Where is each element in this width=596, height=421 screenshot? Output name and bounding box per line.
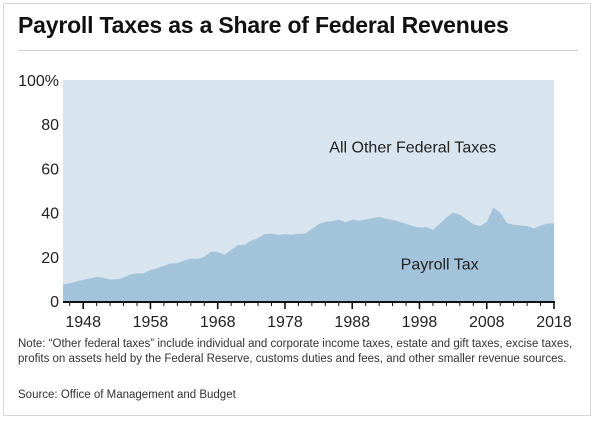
x-axis-ticks: 1948 1958 1968 1978 1988 1998 2008 2018 <box>65 302 572 331</box>
y-axis-ticks: 0 20 40 60 80 100% <box>18 73 59 311</box>
y-tick-label: 80 <box>41 117 59 134</box>
x-tick-label: 1988 <box>334 314 370 331</box>
figure-frame <box>3 3 591 416</box>
all-other-taxes-label: All Other Federal Taxes <box>329 139 496 156</box>
y-tick-label: 60 <box>41 161 59 178</box>
y-tick-label: 20 <box>41 250 59 267</box>
title-divider <box>18 50 578 51</box>
x-tick-label: 1958 <box>133 314 169 331</box>
y-tick-label: 40 <box>41 206 59 223</box>
payroll-tax-area <box>63 207 554 301</box>
x-tick-label: 1968 <box>200 314 236 331</box>
x-tick-label: 1948 <box>65 314 101 331</box>
y-tick-label: 0 <box>50 294 59 311</box>
x-tick-label: 2008 <box>469 314 505 331</box>
x-tick-label: 1998 <box>402 314 438 331</box>
chart-note: Note: “Other federal taxes” include indi… <box>18 338 573 365</box>
chart-source: Source: Office of Management and Budget <box>18 389 236 401</box>
chart-title: Payroll Taxes as a Share of Federal Reve… <box>18 12 509 38</box>
y-tick-label: 100% <box>18 73 59 90</box>
x-tick-label: 2018 <box>536 314 572 331</box>
payroll-tax-label: Payroll Tax <box>401 256 479 273</box>
x-tick-label: 1978 <box>267 314 303 331</box>
